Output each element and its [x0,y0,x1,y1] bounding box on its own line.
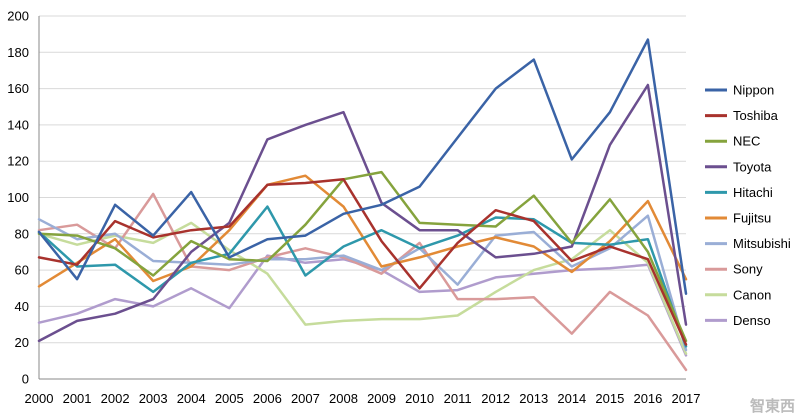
legend-item-sony: Sony [705,262,763,277]
legend-label: Hitachi [733,185,773,200]
y-tick-label: 40 [15,299,29,314]
x-tick-label: 2017 [672,391,701,406]
legend-item-canon: Canon [705,287,771,302]
series-line-mitsubishi [37,214,688,352]
x-tick-labels: 2000 2001 2002 2003 2004 2005 2006 2007 2008 2009… [25,391,701,406]
y-tick-label: 0 [22,372,29,387]
y-tick-label: 140 [7,117,29,132]
y-tick-label: 180 [7,45,29,60]
x-tick-label: 2002 [101,391,130,406]
legend-item-nippon: Nippon [705,83,774,98]
legend-label: NEC [733,134,760,149]
legend-label: Denso [733,313,771,328]
legend-label: Toshiba [733,108,779,123]
legend-item-denso: Denso [705,313,771,328]
series-line-fujitsu [37,174,688,288]
watermark-logo: 智東西 [750,397,795,415]
y-tick-label: 20 [15,335,29,350]
y-tick-label: 60 [15,263,29,278]
gridlines [39,15,686,344]
series-line-nec [37,170,688,343]
series-line-hitachi [37,205,688,348]
legend-item-nec: NEC [705,134,760,149]
legend-item-hitachi: Hitachi [705,185,773,200]
y-tick-label: 160 [7,81,29,96]
x-tick-label: 2005 [215,391,244,406]
legend-label: Sony [733,262,763,277]
x-tick-label: 2000 [25,391,54,406]
y-tick-label: 120 [7,154,29,169]
x-tick-label: 2001 [63,391,92,406]
x-tick-label: 2014 [557,391,586,406]
x-tick-label: 2006 [253,391,282,406]
x-tick-label: 2009 [367,391,396,406]
series-line-toyota [37,83,688,343]
y-tick-label: 80 [15,226,29,241]
axes [38,16,686,380]
legend-label: Canon [733,287,771,302]
legend-label: Nippon [733,83,774,98]
x-tick-label: 2003 [139,391,168,406]
y-tick-label: 100 [7,190,29,205]
legend-item-toyota: Toyota [705,159,772,174]
x-tick-label: 2016 [633,391,662,406]
series-line-nippon [37,38,688,295]
series-line-sony [37,192,688,372]
legend-item-toshiba: Toshiba [705,108,779,123]
x-tick-label: 2012 [481,391,510,406]
x-tick-label: 2004 [177,391,206,406]
series-line-canon [37,221,688,355]
legend-item-mitsubishi: Mitsubishi [705,236,791,251]
series-lines [37,38,688,372]
legend-label: Mitsubishi [733,236,791,251]
x-tick-label: 2007 [291,391,320,406]
x-tick-label: 2013 [519,391,548,406]
x-tick-label: 2015 [595,391,624,406]
y-tick-label: 200 [7,9,29,24]
y-tick-labels: 0 20 40 60 80 100 120 140 160 180 200 [7,9,29,387]
x-tick-label: 2008 [329,391,358,406]
legend-label: Fujitsu [733,211,771,226]
x-tick-label: 2010 [405,391,434,406]
legend: Nippon Toshiba NEC Toyota Hitachi Fujitsu Mits… [705,83,791,328]
x-tick-label: 2011 [444,391,472,406]
legend-item-fujitsu: Fujitsu [705,211,771,226]
legend-label: Toyota [733,159,772,174]
